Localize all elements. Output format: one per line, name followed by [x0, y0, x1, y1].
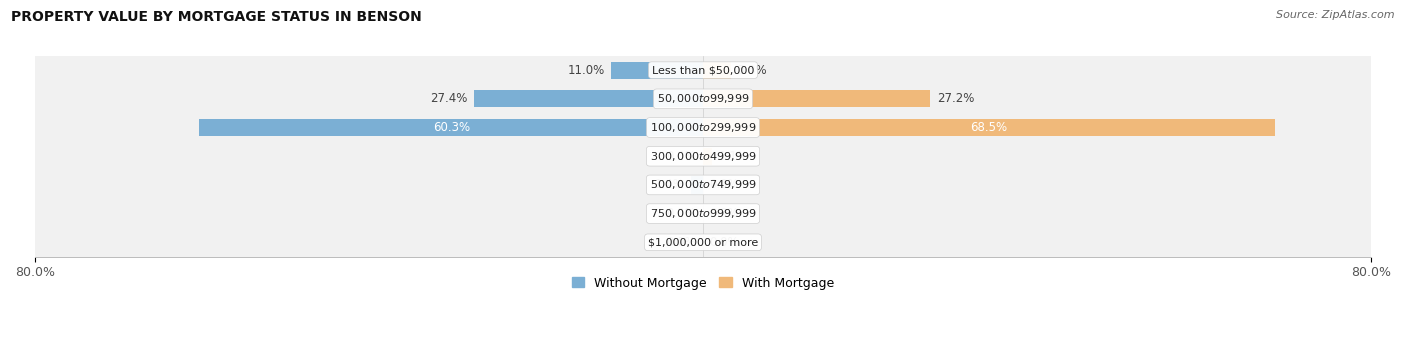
Text: $50,000 to $99,999: $50,000 to $99,999: [657, 92, 749, 105]
Bar: [35, 228, 1371, 257]
Text: 27.2%: 27.2%: [936, 92, 974, 105]
Bar: [35, 113, 1371, 142]
Text: 68.5%: 68.5%: [970, 121, 1008, 134]
Text: $300,000 to $499,999: $300,000 to $499,999: [650, 150, 756, 163]
Text: 1.1%: 1.1%: [718, 150, 749, 163]
Text: 60.3%: 60.3%: [433, 121, 470, 134]
Text: 0.0%: 0.0%: [710, 236, 740, 249]
Text: 0.0%: 0.0%: [666, 150, 696, 163]
Text: $750,000 to $999,999: $750,000 to $999,999: [650, 207, 756, 220]
Text: 0.0%: 0.0%: [666, 207, 696, 220]
Bar: [35, 171, 1371, 199]
Text: $1,000,000 or more: $1,000,000 or more: [648, 237, 758, 247]
Bar: [703, 90, 931, 107]
Text: 0.0%: 0.0%: [666, 236, 696, 249]
Bar: [35, 85, 1371, 113]
Bar: [612, 62, 703, 79]
Text: 11.0%: 11.0%: [567, 64, 605, 76]
Text: 0.0%: 0.0%: [710, 207, 740, 220]
Bar: [200, 119, 703, 136]
Legend: Without Mortgage, With Mortgage: Without Mortgage, With Mortgage: [567, 272, 839, 294]
Text: $100,000 to $299,999: $100,000 to $299,999: [650, 121, 756, 134]
Bar: [692, 176, 703, 193]
Bar: [474, 90, 703, 107]
Text: 27.4%: 27.4%: [430, 92, 468, 105]
Bar: [35, 142, 1371, 171]
Bar: [35, 199, 1371, 228]
Text: 1.4%: 1.4%: [655, 178, 685, 191]
Text: 0.0%: 0.0%: [710, 178, 740, 191]
Text: $500,000 to $749,999: $500,000 to $749,999: [650, 178, 756, 191]
Bar: [703, 62, 731, 79]
Bar: [35, 56, 1371, 85]
Text: Less than $50,000: Less than $50,000: [652, 65, 754, 75]
Text: 3.3%: 3.3%: [737, 64, 766, 76]
Text: Source: ZipAtlas.com: Source: ZipAtlas.com: [1277, 10, 1395, 20]
Bar: [703, 119, 1275, 136]
Text: PROPERTY VALUE BY MORTGAGE STATUS IN BENSON: PROPERTY VALUE BY MORTGAGE STATUS IN BEN…: [11, 10, 422, 24]
Bar: [703, 148, 713, 165]
